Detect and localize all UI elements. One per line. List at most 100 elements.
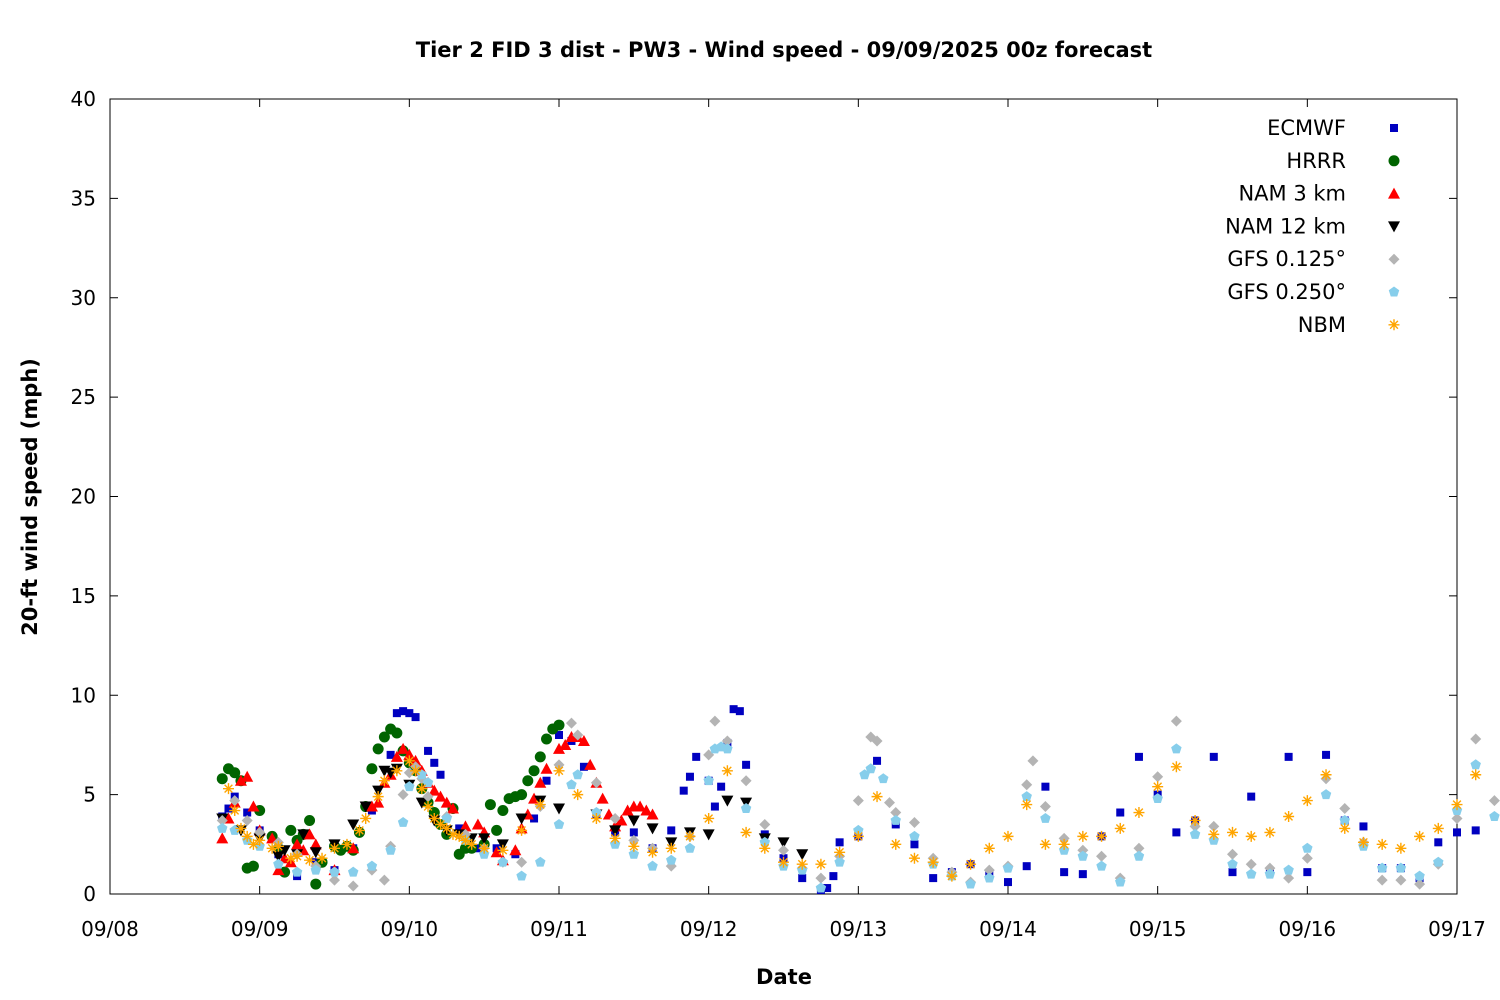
data-point [378, 731, 390, 743]
data-point [1077, 850, 1089, 861]
data-point [1133, 850, 1145, 861]
data-point [1283, 872, 1295, 884]
data-point [278, 845, 291, 857]
data-point [254, 826, 266, 838]
data-point [216, 814, 228, 826]
data-point [1039, 838, 1051, 850]
data-point [1227, 858, 1238, 869]
data-point [852, 795, 864, 807]
legend-label: NAM 12 km [1225, 214, 1346, 238]
data-point [247, 860, 259, 872]
data-point [1470, 733, 1482, 745]
data-point [590, 777, 602, 789]
data-point [222, 783, 234, 795]
y-tick-label: 10 [71, 683, 96, 707]
data-point [667, 826, 676, 835]
data-point [310, 878, 322, 890]
data-point [391, 727, 403, 739]
legend-label: HRRR [1286, 149, 1346, 173]
legend-label: ECMWF [1267, 116, 1346, 140]
data-point [1395, 862, 1407, 873]
data-point [436, 770, 445, 779]
data-point [1004, 878, 1012, 887]
data-point [217, 822, 228, 833]
data-point [742, 760, 751, 769]
data-point [577, 734, 590, 746]
data-point [241, 814, 253, 826]
data-point [721, 765, 733, 777]
data-point [572, 789, 584, 801]
data-point [778, 844, 789, 856]
data-point [703, 775, 714, 786]
data-point [447, 828, 459, 840]
data-point [304, 854, 316, 866]
data-point [1245, 858, 1257, 870]
y-tick-label: 20 [71, 485, 96, 509]
legend-marker [1390, 124, 1398, 132]
data-point [241, 770, 254, 782]
data-point [392, 709, 401, 718]
y-axis-label: 20-ft wind speed (mph) [18, 358, 42, 636]
data-point [497, 805, 509, 817]
data-point [542, 776, 551, 785]
data-point [1339, 814, 1350, 825]
data-point [229, 767, 241, 779]
data-point [1357, 836, 1369, 848]
data-point [703, 812, 715, 824]
data-point [983, 864, 995, 876]
data-point [815, 872, 827, 884]
data-point [434, 790, 447, 802]
data-point [646, 823, 659, 835]
data-point [735, 707, 744, 716]
data-point [1432, 822, 1444, 834]
data-point [273, 858, 284, 869]
data-point [453, 830, 465, 842]
data-point [466, 838, 478, 850]
data-point [435, 818, 447, 830]
legend-marker [1388, 319, 1400, 331]
data-point [609, 832, 621, 844]
data-point [834, 846, 846, 858]
data-point [422, 791, 434, 803]
data-point [910, 840, 919, 849]
data-point [684, 842, 696, 853]
data-point [473, 844, 482, 853]
data-point [609, 812, 621, 824]
x-tick-label: 09/14 [979, 917, 1037, 941]
data-point [1471, 826, 1480, 835]
data-point [1021, 779, 1033, 791]
data-point [491, 824, 503, 836]
data-point [1060, 868, 1069, 877]
data-point [411, 713, 420, 722]
data-point [609, 825, 622, 837]
data-point [777, 837, 790, 849]
data-point [721, 735, 733, 747]
data-point [1133, 842, 1145, 854]
data-point [516, 870, 527, 881]
data-point [1152, 793, 1163, 804]
data-point [254, 834, 266, 846]
data-point [347, 842, 360, 854]
data-point [559, 738, 572, 750]
data-point [815, 882, 827, 893]
data-point [553, 818, 565, 829]
data-point [853, 824, 864, 835]
legend-label: NAM 3 km [1238, 182, 1346, 206]
data-point [759, 818, 771, 830]
data-point [540, 762, 553, 774]
data-point [428, 812, 440, 824]
data-point [291, 838, 304, 850]
data-point [1172, 828, 1181, 837]
data-point [216, 832, 229, 844]
y-tick-label: 15 [71, 584, 96, 608]
data-point [1209, 752, 1218, 761]
data-point [1021, 799, 1033, 811]
data-point [229, 805, 241, 817]
data-point [459, 834, 471, 846]
data-point [309, 847, 322, 859]
x-tick-label: 09/10 [381, 917, 439, 941]
data-point [1451, 812, 1463, 824]
chart-title: Tier 2 FID 3 dist - PW3 - Wind speed - 0… [416, 38, 1152, 62]
legend-label: NBM [1298, 313, 1346, 337]
